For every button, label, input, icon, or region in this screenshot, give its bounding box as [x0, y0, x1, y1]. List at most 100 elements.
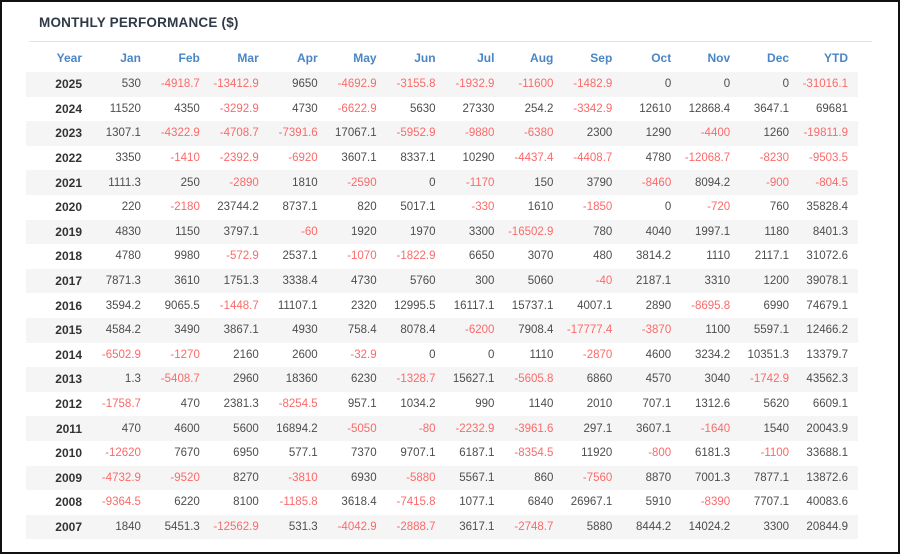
value-cell: 18360 [285, 373, 318, 386]
year-cell: 2022 [55, 151, 82, 166]
value-cell: 3594.2 [105, 299, 141, 312]
value-cell: 860 [534, 471, 554, 484]
value-cell: -4732.9 [101, 471, 141, 484]
monthly-performance-table: Year Jan Feb Mar Apr May Jun Jul Aug Sep Oct Nov Dec… [26, 42, 858, 540]
value-cell: 6930 [351, 471, 377, 484]
value-cell: 15627.1 [452, 373, 495, 386]
value-cell: 5060 [527, 275, 554, 288]
column-header-feb: Feb [178, 51, 200, 65]
value-cell: -5050 [347, 422, 377, 435]
value-cell: 9650 [292, 78, 318, 91]
value-cell: 760 [769, 201, 790, 214]
value-cell: -900 [766, 176, 790, 189]
value-cell: -4692.9 [337, 78, 377, 91]
value-cell: 8270 [233, 471, 259, 484]
value-cell: -1822.9 [396, 250, 436, 263]
value-cell: 16894.2 [276, 422, 318, 435]
value-cell: 74679.1 [806, 299, 848, 312]
value-cell: -16502.9 [507, 225, 554, 238]
value-cell: -1270 [170, 348, 200, 361]
value-cell: -720 [707, 201, 731, 214]
value-cell: -8230 [759, 152, 790, 165]
value-cell: 8870 [645, 471, 672, 484]
value-cell: -3155.8 [396, 78, 436, 91]
value-cell: 2187.1 [636, 275, 672, 288]
value-cell: 3790 [586, 176, 613, 189]
value-cell: 3797.1 [223, 225, 259, 238]
value-cell: -2890 [229, 176, 259, 189]
value-cell: 1110 [706, 250, 731, 263]
year-cell: 2007 [55, 519, 82, 534]
value-cell: 43562.3 [806, 373, 848, 386]
value-cell: -5408.7 [160, 373, 200, 386]
year-cell: 2017 [55, 274, 82, 289]
column-header-jun: Jun [414, 51, 436, 65]
value-cell: 7877.1 [753, 471, 790, 484]
year-cell: 2023 [55, 126, 82, 141]
value-cell: 2600 [292, 348, 318, 361]
value-cell: 470 [180, 398, 200, 411]
value-cell: -6920 [288, 152, 318, 165]
value-cell: -1850 [582, 201, 613, 214]
value-cell: -2748.7 [514, 520, 554, 533]
value-cell: 10290 [462, 152, 495, 165]
value-cell: 3234.2 [694, 348, 731, 361]
value-cell: 3350 [115, 152, 141, 165]
value-cell: -6380 [523, 127, 554, 140]
value-cell: 0 [664, 201, 672, 214]
value-cell: 150 [534, 176, 554, 189]
value-cell: 8444.2 [636, 520, 672, 533]
value-cell: 4730 [351, 275, 377, 288]
value-cell: -1170 [465, 176, 495, 189]
year-cell: 2012 [55, 397, 82, 412]
value-cell: 2320 [351, 299, 377, 312]
value-cell: 6840 [527, 496, 554, 509]
value-cell: -9364.5 [101, 496, 141, 509]
value-cell: -1932.9 [455, 78, 495, 91]
value-cell: 4600 [174, 422, 200, 435]
table-header-row: Year Jan Feb Mar Apr May Jun Jul Aug Sep Oct Nov Dec… [26, 42, 858, 72]
value-cell: 12868.4 [688, 102, 731, 115]
value-cell: 1610 [527, 201, 554, 214]
column-header-jul: Jul [477, 51, 495, 65]
value-cell: 9065.5 [164, 299, 200, 312]
value-cell: 3300 [468, 225, 495, 238]
value-cell: 5760 [409, 275, 436, 288]
value-cell: 1260 [763, 127, 790, 140]
value-cell: -3810 [288, 471, 318, 484]
table-row: 2025 530 -4918.7 -13412.9 9650 -4692.9 -3155.8… [26, 72, 858, 97]
value-cell: 1970 [409, 225, 436, 238]
value-cell: 5451.3 [164, 520, 200, 533]
value-cell: 220 [121, 201, 141, 214]
value-cell: -1328.7 [396, 373, 436, 386]
value-cell: -6502.9 [101, 348, 141, 361]
value-cell: 8100 [233, 496, 259, 509]
value-cell: 33688.1 [806, 447, 848, 460]
year-cell: 2014 [55, 347, 82, 362]
table-row: 2021 1111.3 250 -2890 1810 -2590 0 -1170 150 3790… [26, 170, 858, 195]
value-cell: 12466.2 [806, 324, 848, 337]
value-cell: 8401.3 [812, 225, 848, 238]
year-cell: 2015 [55, 323, 82, 338]
column-header-apr: Apr [297, 51, 318, 65]
value-cell: 8078.4 [400, 324, 436, 337]
value-cell: 3610 [174, 275, 200, 288]
value-cell: 7707.1 [753, 496, 790, 509]
value-cell: -80 [418, 422, 436, 435]
value-cell: 2010 [586, 398, 613, 411]
value-cell: -2590 [347, 176, 377, 189]
value-cell: 9707.1 [400, 447, 436, 460]
value-cell: -19811.9 [803, 127, 848, 140]
value-cell: 250 [180, 176, 200, 189]
value-cell: 2117.1 [754, 250, 790, 263]
value-cell: 4730 [292, 102, 318, 115]
value-cell: 5600 [233, 422, 259, 435]
value-cell: 0 [664, 78, 672, 91]
value-cell: 6860 [586, 373, 613, 386]
value-cell: 4570 [645, 373, 672, 386]
column-header-year: Year [56, 51, 82, 65]
value-cell: 3617.1 [459, 520, 495, 533]
value-cell: 0 [782, 78, 790, 91]
value-cell: 6990 [763, 299, 790, 312]
